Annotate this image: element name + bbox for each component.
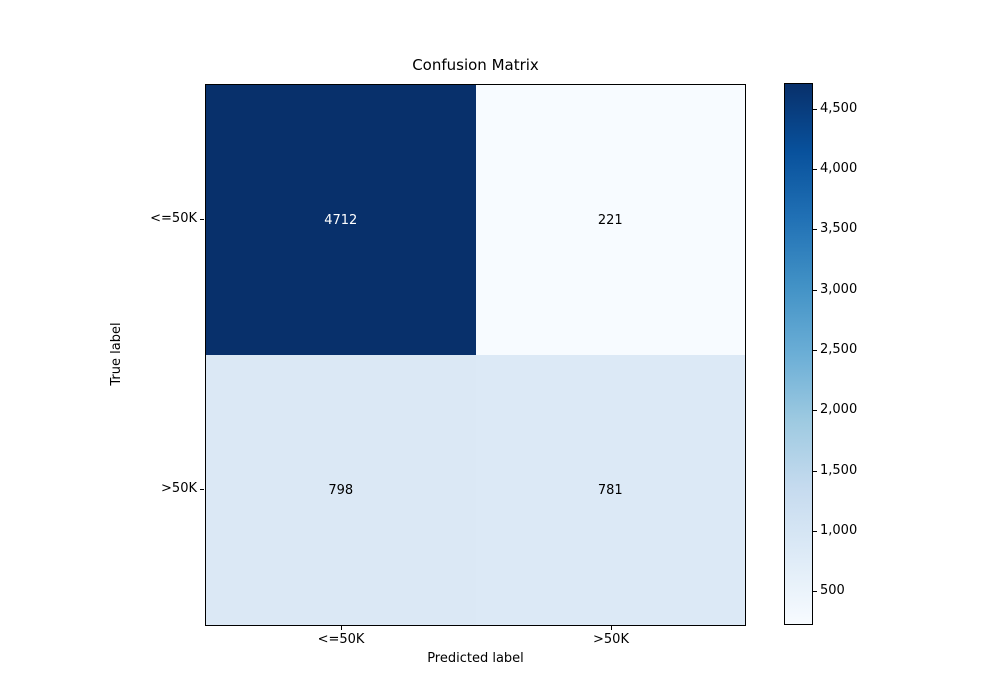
x-tick-label: >50K (593, 632, 629, 647)
colorbar-tick-mark (813, 471, 817, 472)
heatmap-plot: 4712 221 798 781 (205, 84, 746, 626)
y-tick-label: >50K (161, 481, 197, 496)
colorbar-tick-mark (813, 169, 817, 170)
colorbar-tick-label: 2,500 (820, 342, 858, 357)
colorbar-tick-mark (813, 109, 817, 110)
colorbar-tick-mark (813, 290, 817, 291)
colorbar-tick-mark (813, 410, 817, 411)
colorbar-tick-mark (813, 591, 817, 592)
colorbar-tick-label: 1,500 (820, 463, 858, 478)
colorbar-tick-label: 3,000 (820, 282, 858, 297)
y-tick-mark (200, 489, 204, 490)
colorbar-tick-label: 3,500 (820, 221, 858, 236)
colorbar-tick-label: 1,000 (820, 523, 858, 538)
matrix-cell: 798 (206, 355, 476, 625)
y-tick-label: <=50K (150, 211, 197, 226)
colorbar-tick-mark (813, 531, 817, 532)
colorbar-tick-label: 4,000 (820, 161, 858, 176)
y-tick-mark (200, 219, 204, 220)
x-axis-label: Predicted label (427, 651, 524, 666)
colorbar-tick-label: 2,000 (820, 402, 858, 417)
matrix-cell: 781 (475, 355, 745, 625)
colorbar-tick-mark (813, 229, 817, 230)
x-tick-mark (341, 626, 342, 630)
colorbar-tick-label: 500 (820, 583, 845, 598)
colorbar (784, 83, 813, 625)
y-axis-label: True label (109, 322, 124, 386)
chart-title: Confusion Matrix (412, 56, 539, 74)
x-tick-mark (611, 626, 612, 630)
colorbar-tick-label: 4,500 (820, 101, 858, 116)
colorbar-tick-mark (813, 350, 817, 351)
x-tick-label: <=50K (317, 632, 365, 647)
matrix-cell: 4712 (206, 85, 476, 355)
matrix-cell: 221 (475, 85, 745, 355)
